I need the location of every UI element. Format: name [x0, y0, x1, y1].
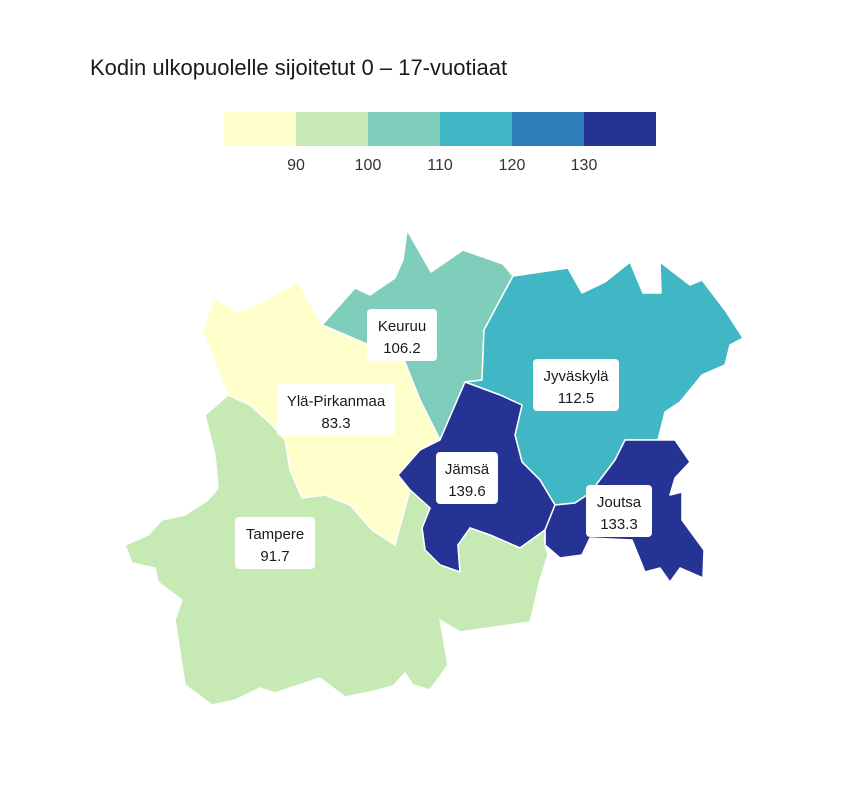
region-name: Joutsa	[597, 494, 642, 511]
legend-swatch	[296, 112, 368, 146]
legend-swatch	[584, 112, 656, 146]
legend-swatch	[440, 112, 512, 146]
region-name: Keuruu	[378, 318, 426, 335]
region-label-jyv-skyl-: Jyväskylä 112.5	[533, 359, 619, 411]
color-legend: 90 100 110 120 130	[224, 112, 656, 174]
legend-swatch	[224, 112, 296, 146]
region-value: 133.3	[600, 516, 638, 533]
region-name: Jämsä	[445, 461, 490, 478]
region-value: 139.6	[448, 483, 486, 500]
legend-tick-label: 120	[499, 157, 526, 174]
region-name: Ylä-Pirkanmaa	[287, 393, 386, 410]
legend-swatch	[368, 112, 440, 146]
page-title: Kodin ulkopuolelle sijoitetut 0 – 17-vuo…	[90, 55, 508, 80]
label-box	[235, 517, 315, 569]
legend-swatch	[512, 112, 584, 146]
label-box	[277, 384, 395, 436]
label-box	[533, 359, 619, 411]
region-value: 83.3	[321, 415, 350, 432]
region-value: 112.5	[558, 390, 594, 407]
label-box	[586, 485, 652, 537]
region-label-keuruu: Keuruu 106.2	[367, 309, 437, 361]
legend-tick-label: 110	[427, 157, 453, 174]
label-box	[367, 309, 437, 361]
region-label-joutsa: Joutsa 133.3	[586, 485, 652, 537]
region-label-yl-pirkanmaa: Ylä-Pirkanmaa 83.3	[277, 384, 395, 436]
region-name: Jyväskylä	[543, 368, 609, 385]
legend-tick-label: 90	[287, 157, 305, 174]
region-label-j-ms-: Jämsä 139.6	[436, 452, 498, 504]
region-value: 106.2	[383, 340, 421, 357]
legend-tick-label: 100	[355, 157, 382, 174]
region-value: 91.7	[260, 548, 289, 565]
region-tampere	[124, 394, 549, 706]
legend-tick-label: 130	[571, 157, 598, 174]
region-name: Tampere	[246, 526, 304, 543]
label-box	[436, 452, 498, 504]
region-label-tampere: Tampere 91.7	[235, 517, 315, 569]
